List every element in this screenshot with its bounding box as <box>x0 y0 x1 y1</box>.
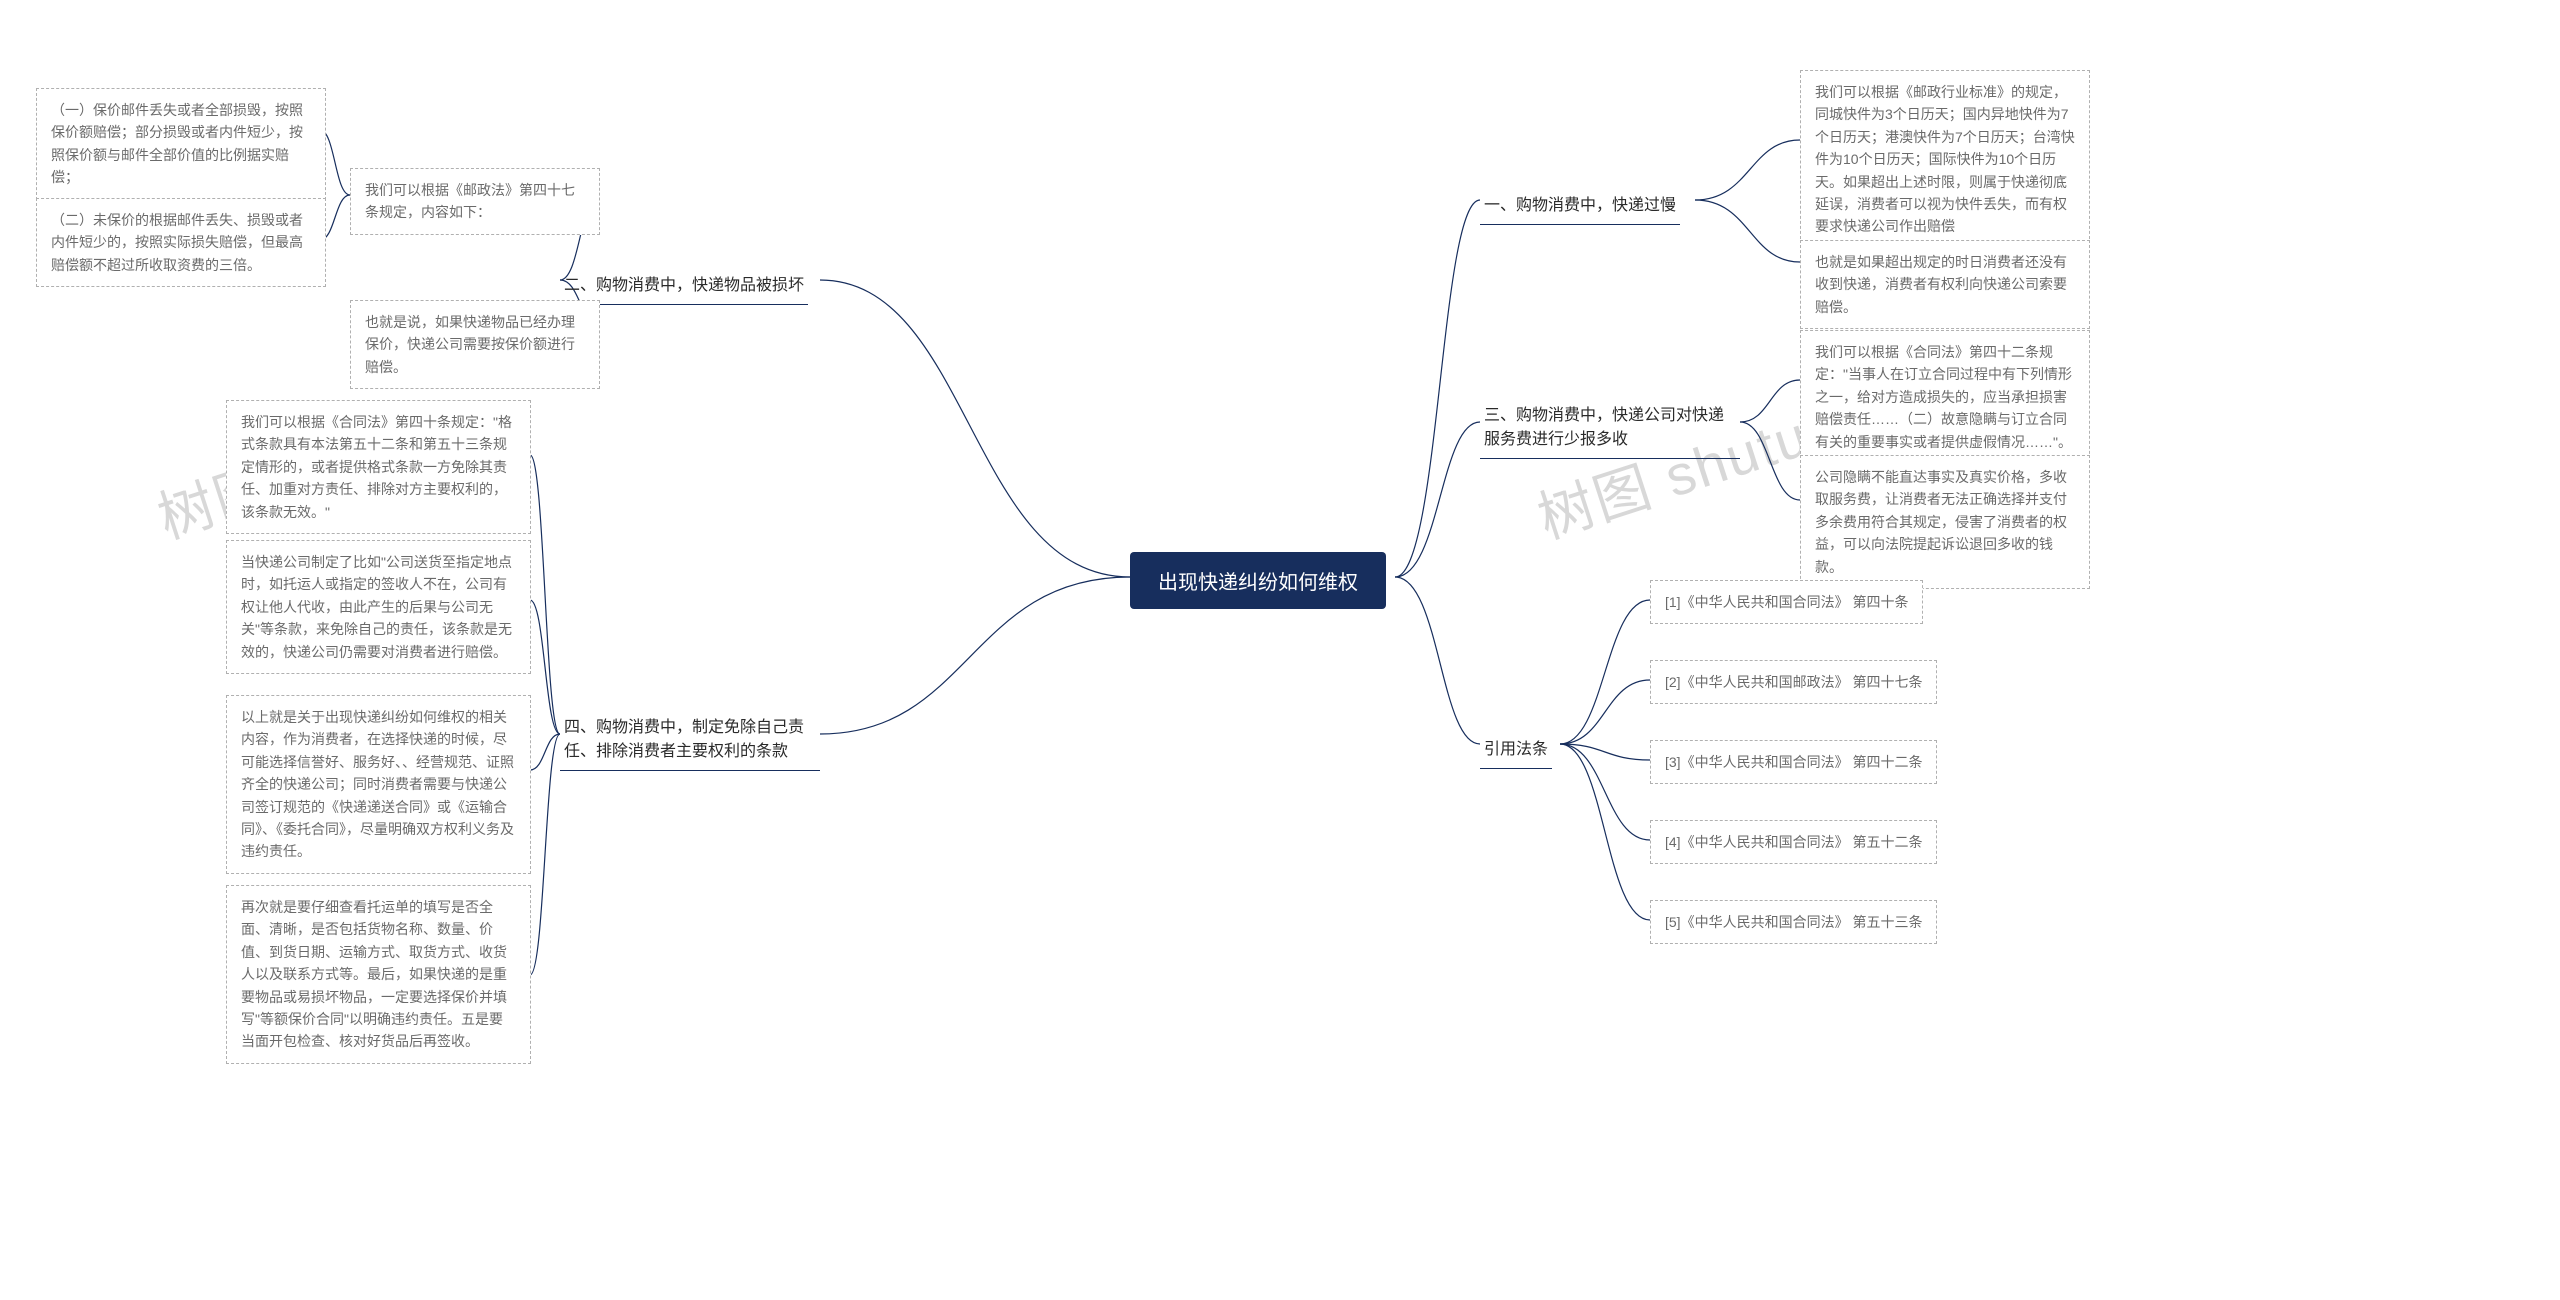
leaf-r3-1: [1]《中华人民共和国合同法》 第四十条 <box>1650 580 1923 624</box>
leaf-r2-2: 公司隐瞒不能直达事实及真实价格，多收取服务费，让消费者无法正确选择并支付多余费用… <box>1800 455 2090 589</box>
leaf-r3-2: [2]《中华人民共和国邮政法》 第四十七条 <box>1650 660 1937 704</box>
leaf-l2-1: 我们可以根据《合同法》第四十条规定："格式条款具有本法第五十二条和第五十三条规定… <box>226 400 531 534</box>
leaf-r3-4: [4]《中华人民共和国合同法》 第五十二条 <box>1650 820 1937 864</box>
branch-right-3: 引用法条 <box>1480 732 1552 769</box>
leaf-r1-2: 也就是如果超出规定的时日消费者还没有收到快递，消费者有权利向快递公司索要赔偿。 <box>1800 240 2090 329</box>
leaf-l1-1-gc1: （一）保价邮件丢失或者全部损毁，按照保价额赔偿；部分损毁或者内件短少，按照保价额… <box>36 88 326 200</box>
root-topic: 出现快递纠纷如何维权 <box>1130 552 1386 609</box>
leaf-r1-1: 我们可以根据《邮政行业标准》的规定，同城快件为3个日历天；国内异地快件为7个日历… <box>1800 70 2090 249</box>
leaf-l1-2: 也就是说，如果快递物品已经办理保价，快递公司需要按保价额进行赔偿。 <box>350 300 600 389</box>
leaf-l2-3: 以上就是关于出现快递纠纷如何维权的相关内容，作为消费者，在选择快递的时候，尽可能… <box>226 695 531 874</box>
leaf-r3-5: [5]《中华人民共和国合同法》 第五十三条 <box>1650 900 1937 944</box>
leaf-l1-1: 我们可以根据《邮政法》第四十七条规定，内容如下： <box>350 168 600 235</box>
branch-left-2: 四、购物消费中，制定免除自己责任、排除消费者主要权利的条款 <box>560 710 820 771</box>
leaf-r3-3: [3]《中华人民共和国合同法》 第四十二条 <box>1650 740 1937 784</box>
leaf-r2-1: 我们可以根据《合同法》第四十二条规定："当事人在订立合同过程中有下列情形之一，给… <box>1800 330 2090 464</box>
leaf-l2-4: 再次就是要仔细查看托运单的填写是否全面、清晰，是否包括货物名称、数量、价值、到货… <box>226 885 531 1064</box>
branch-right-2: 三、购物消费中，快递公司对快递服务费进行少报多收 <box>1480 398 1740 459</box>
leaf-l1-1-gc2: （二）未保价的根据邮件丢失、损毁或者内件短少的，按照实际损失赔偿，但最高赔偿额不… <box>36 198 326 287</box>
leaf-l2-2: 当快递公司制定了比如"公司送货至指定地点时，如托运人或指定的签收人不在，公司有权… <box>226 540 531 674</box>
branch-right-1: 一、购物消费中，快递过慢 <box>1480 188 1680 225</box>
